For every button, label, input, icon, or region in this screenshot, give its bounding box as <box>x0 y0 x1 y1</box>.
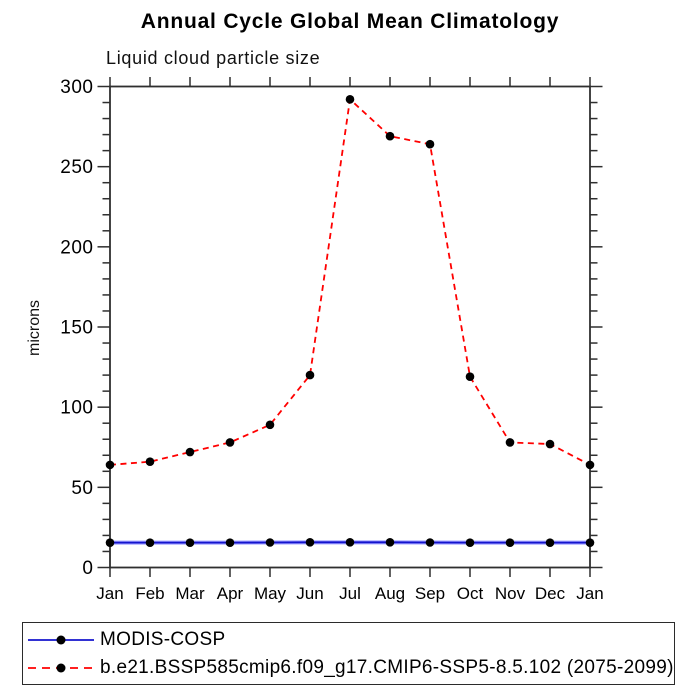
data-point <box>345 95 355 104</box>
chart-title: Annual Cycle Global Mean Climatology <box>140 10 560 33</box>
y-tick-label: 300 <box>60 77 93 98</box>
data-point <box>105 460 115 470</box>
data-point <box>145 457 155 466</box>
data-point <box>265 420 275 430</box>
legend-label: MODIS-COSP <box>100 629 226 650</box>
x-tick-label: Sep <box>415 584 445 603</box>
x-tick-label: Jun <box>296 584 323 603</box>
data-point <box>305 370 315 380</box>
chart-subtitle: Liquid cloud particle size <box>106 48 321 68</box>
data-point <box>345 538 355 547</box>
series-line-1 <box>109 97 591 466</box>
data-point <box>225 438 235 447</box>
legend-marker-dot <box>56 663 66 673</box>
y-tick-label: 150 <box>60 318 93 339</box>
x-tick-label: Nov <box>495 584 526 603</box>
x-tick-label: Feb <box>135 584 164 603</box>
y-tick-label: 50 <box>71 478 93 499</box>
data-point <box>185 538 195 547</box>
legend-label: b.e21.BSSP585cmip6.f09_g17.CMIP6-SSP5-8.… <box>100 657 674 678</box>
data-point <box>425 538 435 547</box>
data-point <box>225 538 235 547</box>
plot-border <box>109 85 591 569</box>
data-point <box>305 538 315 547</box>
data-point <box>425 139 435 149</box>
legend-marker-dot <box>56 635 66 645</box>
x-tick-label: Jan <box>576 584 603 603</box>
data-point <box>545 538 555 547</box>
data-point <box>585 538 595 547</box>
data-point <box>265 538 275 547</box>
x-tick-label: Aug <box>375 584 405 603</box>
x-tick-label: Dec <box>535 584 566 603</box>
legend-item: MODIS-COSP <box>23 626 225 654</box>
data-point <box>505 538 515 547</box>
data-point <box>385 131 395 141</box>
data-point <box>545 439 555 449</box>
x-tick-label: Apr <box>217 584 244 603</box>
data-point <box>465 372 475 382</box>
legend-line-sample-dashed-red <box>28 663 94 673</box>
x-tick-label: Oct <box>457 584 484 603</box>
data-point <box>585 460 595 470</box>
x-tick-label: Jan <box>96 584 123 603</box>
x-tick-label: May <box>254 584 287 603</box>
y-tick-label: 250 <box>60 157 93 178</box>
y-tick-label: 100 <box>60 398 93 419</box>
data-point <box>385 538 395 547</box>
legend-line-sample-solid-blue <box>28 635 94 645</box>
x-tick-label: Jul <box>339 584 361 603</box>
y-tick-label: 200 <box>60 237 93 258</box>
legend-box: MODIS-COSP b.e21.BSSP585cmip6.f09_g17.CM… <box>22 622 675 685</box>
data-point <box>145 538 155 547</box>
data-point <box>105 538 115 547</box>
data-point <box>465 538 475 547</box>
x-tick-label: Mar <box>175 584 205 603</box>
data-point <box>505 438 515 447</box>
y-tick-label: 0 <box>82 558 93 579</box>
legend-item: b.e21.BSSP585cmip6.f09_g17.CMIP6-SSP5-8.… <box>23 654 674 682</box>
data-point <box>185 447 195 457</box>
